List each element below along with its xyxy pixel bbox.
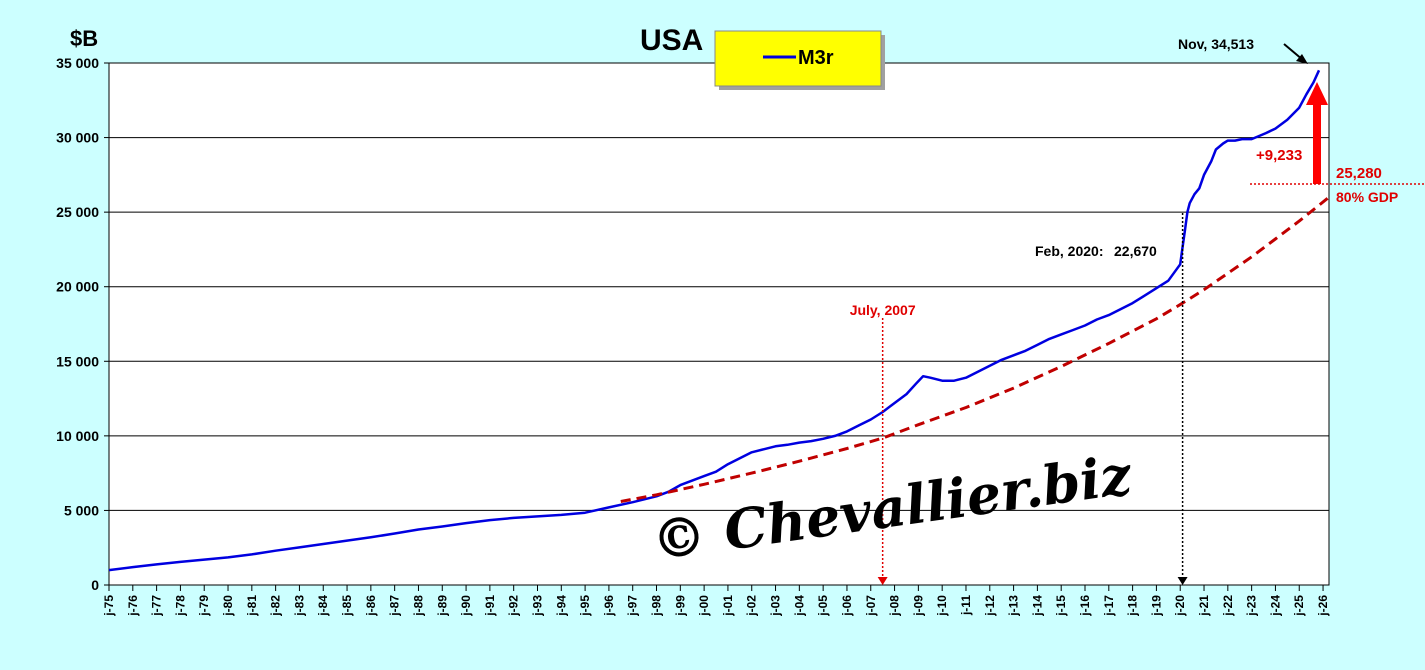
july-2007-arrow-icon: [877, 577, 888, 585]
y-tick-label: 0: [91, 577, 99, 593]
x-tick-label: j-03: [769, 595, 783, 617]
x-tick-label: j-83: [292, 595, 306, 617]
x-tick-label: j-75: [102, 595, 116, 617]
x-axis: j-75 j-76 j-77 j-78 j-79 j-80 j-81 j-82 j-83 j-84…: [102, 585, 1330, 617]
y-axis-unit-label: $B: [70, 26, 98, 51]
x-tick-label: j-06: [840, 595, 854, 617]
y-tick-label: 20 000: [56, 279, 99, 295]
x-tick-label: j-76: [126, 595, 140, 617]
x-tick-label: j-88: [411, 595, 425, 617]
legend: M3r: [714, 30, 885, 90]
x-tick-label: j-26: [1316, 595, 1330, 617]
x-tick-label: j-86: [364, 595, 378, 617]
gdp-series-label: 80% GDP: [1336, 189, 1398, 205]
x-tick-label: j-95: [578, 595, 592, 617]
x-tick-label: j-89: [435, 595, 449, 617]
x-tick-label: j-24: [1268, 595, 1282, 617]
gridlines: [109, 137, 1329, 511]
x-tick-label: j-85: [340, 595, 354, 617]
x-tick-label: j-07: [864, 595, 878, 617]
feb-2020-arrow-icon: [1177, 577, 1188, 585]
x-tick-label: j-14: [1030, 595, 1044, 617]
y-tick-label: 35 000: [56, 55, 99, 71]
y-tick-label: 30 000: [56, 130, 99, 146]
series-line-80pct-gdp: [620, 196, 1330, 503]
y-axis: 0 5 000 10 000 15 000 20 000 25 000 30 000 35 0…: [56, 55, 109, 593]
gap-value-label: +9,233: [1256, 147, 1302, 164]
feb-2020-value: 22,670: [1114, 243, 1157, 259]
x-tick-label: j-19: [1149, 595, 1163, 617]
legend-label-m3r: M3r: [798, 47, 834, 69]
nov-pointer-arrow-icon: [1296, 54, 1308, 64]
x-tick-label: j-84: [316, 595, 330, 617]
x-tick-label: j-92: [507, 595, 521, 617]
gap-arrow-shaft: [1313, 104, 1321, 184]
x-tick-label: j-87: [388, 595, 402, 617]
x-tick-label: j-08: [888, 595, 902, 617]
x-tick-label: j-96: [602, 595, 616, 617]
annotations: July, 2007 Feb, 2020: 22,670 Nov, 34,513…: [850, 36, 1425, 585]
x-tick-label: j-05: [816, 595, 830, 617]
nov-peak-label: Nov, 34,513: [1178, 36, 1254, 52]
x-tick-label: j-09: [911, 595, 925, 617]
x-tick-label: j-93: [530, 595, 544, 617]
chart-title: USA: [640, 24, 703, 57]
x-tick-label: j-90: [459, 595, 473, 617]
x-tick-label: j-22: [1221, 595, 1235, 617]
gdp-value-label: 25,280: [1336, 165, 1382, 182]
x-tick-label: j-20: [1173, 595, 1187, 617]
x-tick-label: j-97: [626, 595, 640, 617]
x-tick-label: j-25: [1292, 595, 1306, 617]
plot-area: [108, 62, 1330, 586]
x-tick-label: j-02: [745, 595, 759, 617]
legend-box: [714, 30, 882, 87]
x-tick-label: j-13: [1007, 595, 1021, 617]
july-2007-label: July, 2007: [850, 302, 916, 318]
x-tick-label: j-94: [554, 595, 568, 617]
series-layer: [108, 69, 1330, 572]
x-tick-label: j-23: [1245, 595, 1259, 617]
x-tick-label: j-04: [792, 595, 806, 617]
x-tick-label: j-77: [150, 595, 164, 617]
x-tick-label: j-10: [935, 595, 949, 617]
y-tick-label: 5 000: [64, 502, 99, 518]
x-tick-label: j-99: [673, 595, 687, 617]
x-tick-label: j-80: [221, 595, 235, 617]
gap-arrow-head-icon: [1306, 82, 1328, 105]
x-tick-label: j-11: [959, 595, 973, 616]
x-tick-label: j-81: [245, 595, 259, 617]
x-tick-label: j-21: [1197, 595, 1211, 617]
x-tick-label: j-18: [1126, 595, 1140, 617]
x-tick-label: j-91: [483, 595, 497, 617]
x-tick-label: j-78: [173, 595, 187, 617]
y-tick-label: 10 000: [56, 428, 99, 444]
x-tick-label: j-12: [983, 595, 997, 617]
y-tick-label: 25 000: [56, 204, 99, 220]
x-tick-label: j-82: [269, 595, 283, 617]
feb-2020-label: Feb, 2020:: [1035, 243, 1103, 259]
x-tick-label: j-00: [697, 595, 711, 617]
series-line-m3r: [108, 69, 1321, 572]
x-tick-label: j-79: [197, 595, 211, 617]
x-tick-label: j-98: [650, 595, 664, 617]
x-tick-label: j-01: [721, 595, 735, 617]
x-tick-label: j-17: [1102, 595, 1116, 617]
x-tick-label: j-16: [1078, 595, 1092, 617]
y-tick-label: 15 000: [56, 353, 99, 369]
x-tick-label: j-15: [1054, 595, 1068, 617]
